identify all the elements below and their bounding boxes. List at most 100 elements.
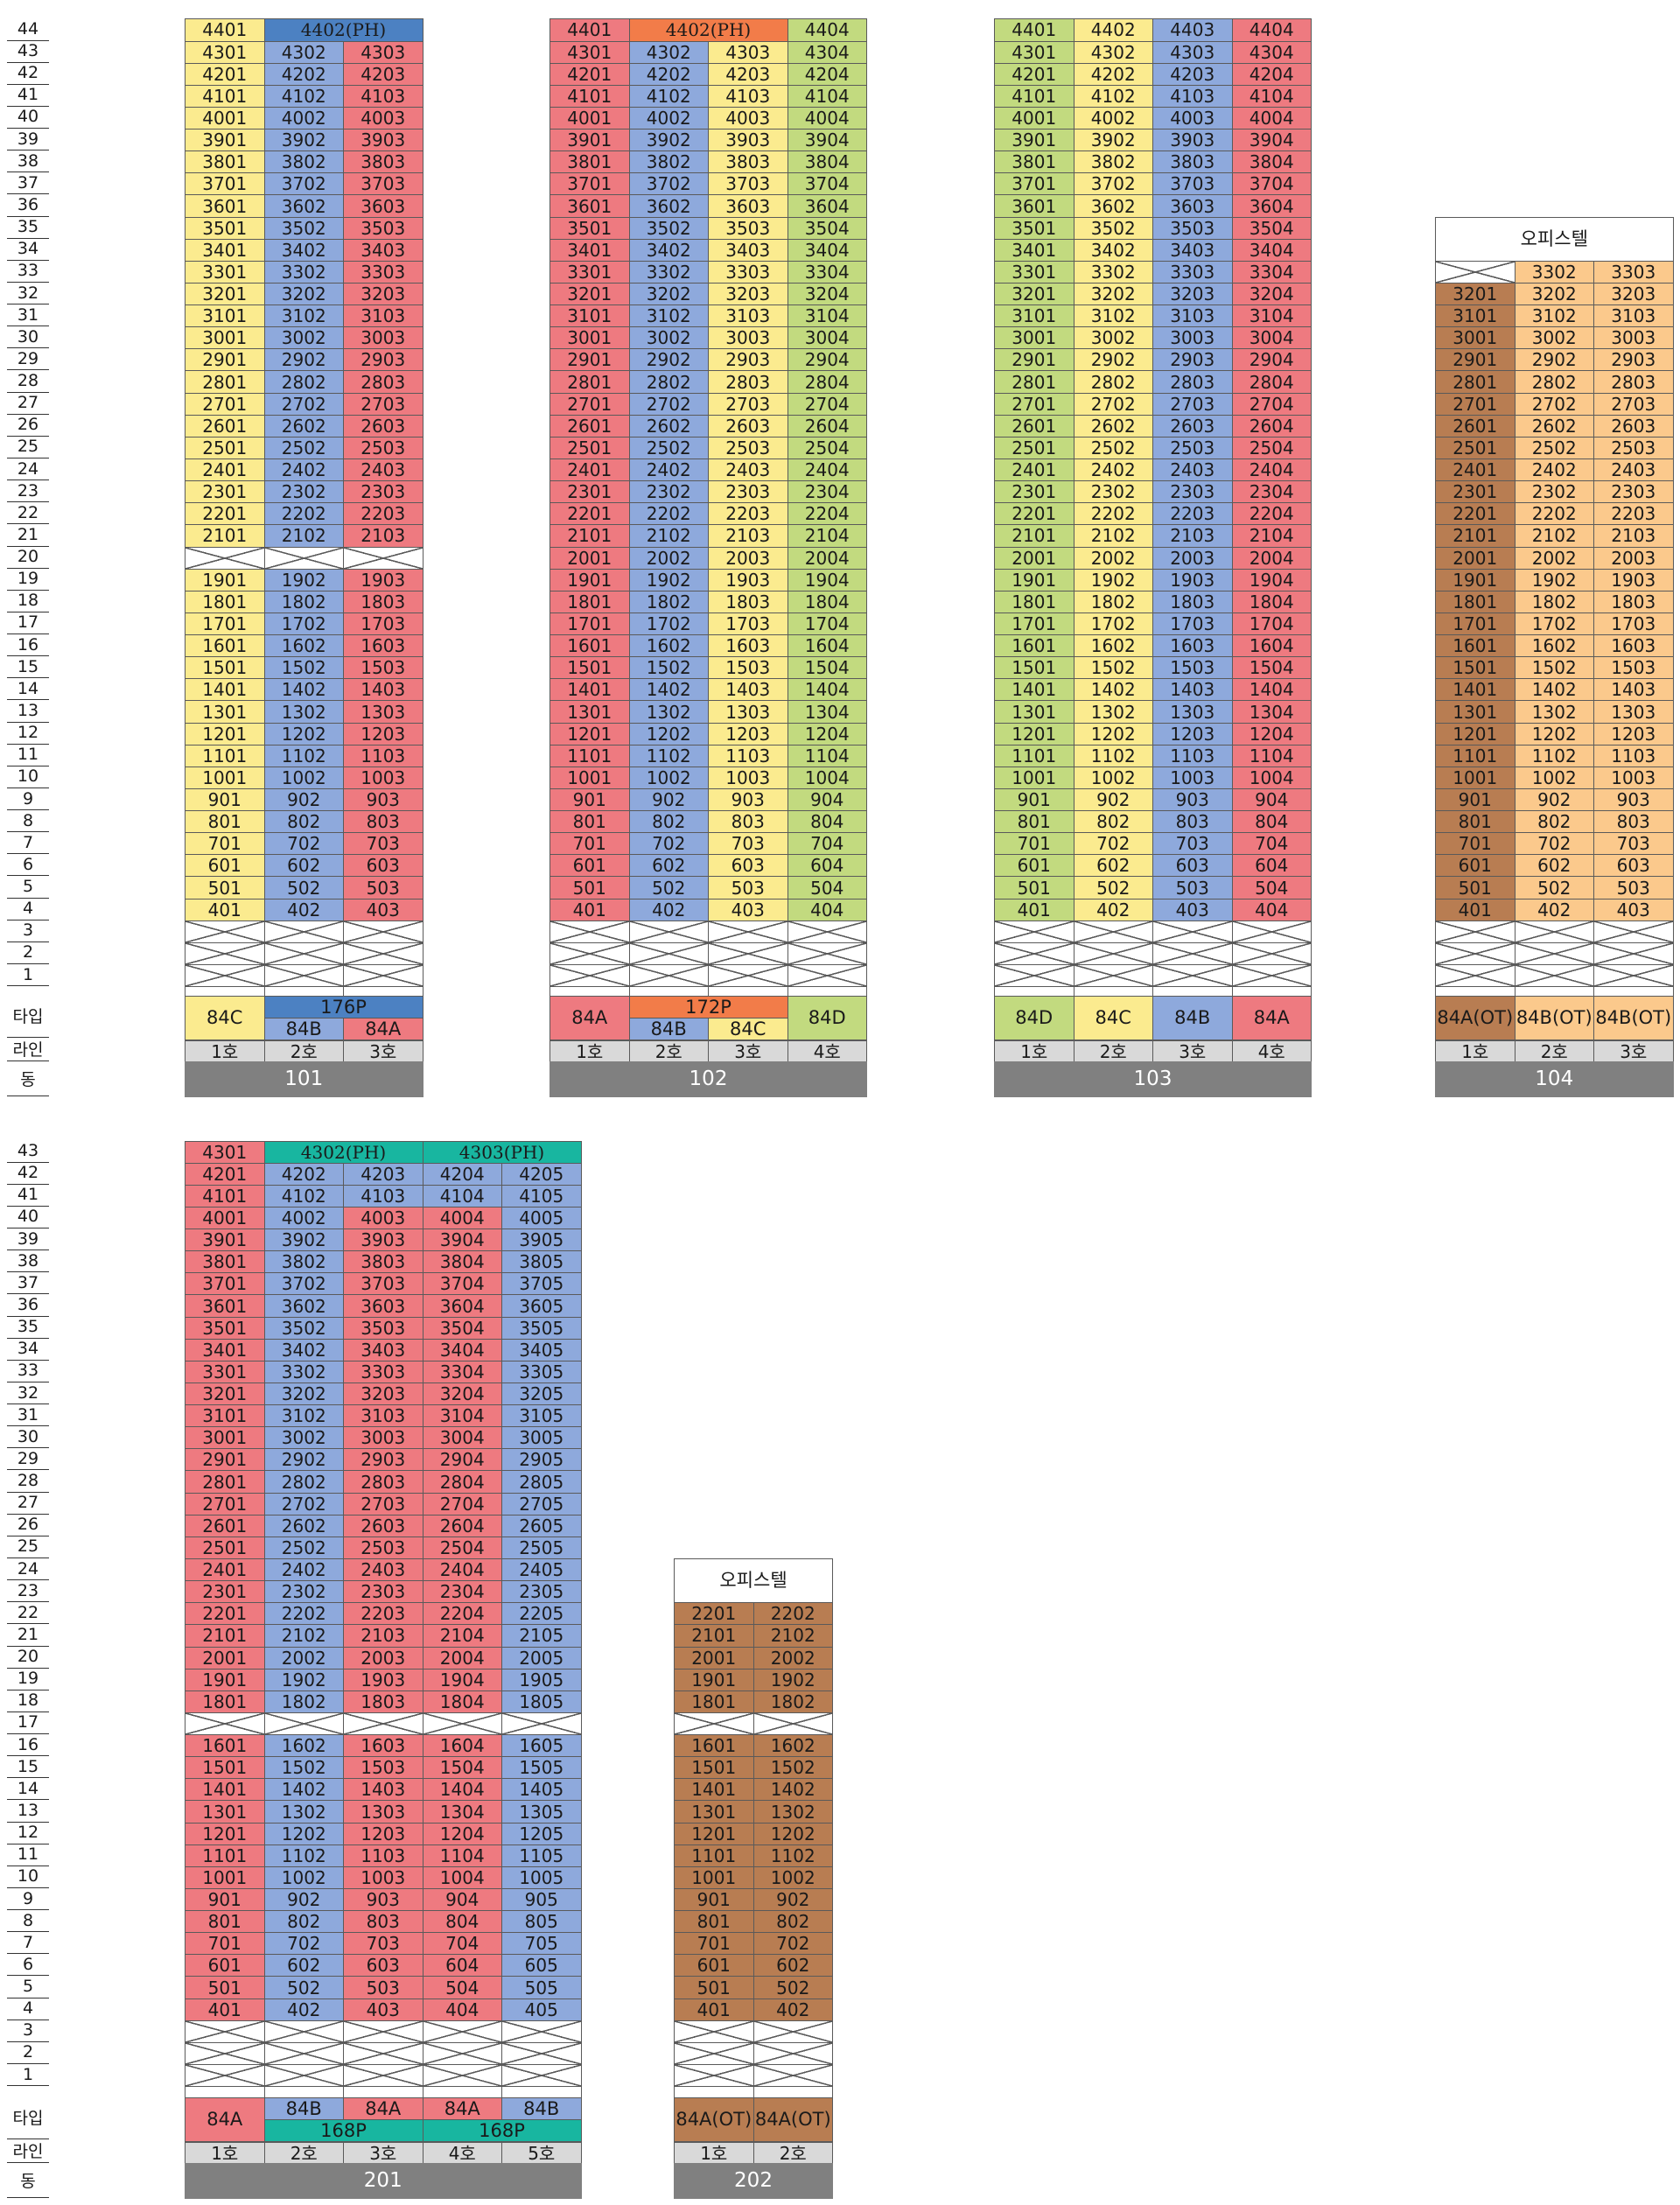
- unit-cell: 3803: [708, 150, 788, 174]
- unit-cell: 1503: [1593, 656, 1674, 680]
- unit-cell: 3601: [185, 1294, 265, 1318]
- unit-cell: 3302: [628, 260, 709, 284]
- unit-cell: 405: [501, 1998, 582, 2021]
- unit-cell: 2102: [263, 524, 344, 548]
- void-cell: [1073, 920, 1153, 943]
- unit-cell: 3503: [1152, 216, 1233, 240]
- floor-label: 21: [7, 1624, 49, 1647]
- void-cell: [674, 2041, 754, 2065]
- line-cell: 4호: [787, 1040, 867, 1062]
- unit-cell: 2601: [994, 414, 1074, 438]
- unit-cell: 3001: [1435, 326, 1516, 350]
- unit-cell: 2704: [1231, 392, 1312, 416]
- unit-cell: 1202: [1514, 722, 1594, 746]
- unit-cell: 504: [422, 1976, 502, 1999]
- unit-cell: 4101: [185, 84, 265, 108]
- floor-label: 10: [7, 1866, 49, 1888]
- unit-cell: 802: [263, 810, 344, 834]
- unit-cell: 4201: [185, 1162, 265, 1186]
- unit-cell: 1002: [752, 1866, 833, 1889]
- unit-cell: 2303: [1152, 480, 1233, 504]
- unit-cell: 4002: [263, 106, 344, 130]
- row-label-type: 타입: [7, 2099, 49, 2139]
- type-group-cell: 168P: [422, 2119, 582, 2142]
- unit-cell: 1003: [343, 766, 424, 789]
- unit-cell: 1002: [263, 1866, 344, 1889]
- unit-cell: 3405: [501, 1338, 582, 1362]
- unit-cell: 2304: [1231, 480, 1312, 504]
- line-cell: 5호: [501, 2142, 582, 2164]
- unit-cell: 903: [343, 1887, 424, 1912]
- unit-cell: 1803: [343, 590, 424, 613]
- unit-cell: 902: [752, 1887, 833, 1912]
- unit-cell: 1401: [185, 1778, 265, 1802]
- unit-cell: 2501: [550, 436, 630, 459]
- unit-cell: 1501: [1435, 656, 1516, 680]
- void-cell: [422, 2064, 502, 2088]
- unit-cell: 3002: [1073, 326, 1153, 350]
- unit-cell: 2002: [628, 546, 709, 570]
- unit-cell: 1602: [1514, 634, 1594, 658]
- unit-cell: 1201: [550, 722, 630, 746]
- row-label-line: 라인: [7, 2142, 49, 2163]
- unit-cell: 2803: [1152, 370, 1233, 394]
- line-cell: 1호: [674, 2142, 754, 2164]
- unit-cell: 3801: [994, 150, 1074, 174]
- unit-cell: 503: [1152, 876, 1233, 900]
- unit-cell: 3204: [422, 1382, 502, 1406]
- unit-cell: 2101: [185, 1624, 265, 1648]
- unit-cell: 1901: [550, 568, 630, 592]
- unit-cell: 2601: [1435, 414, 1516, 438]
- dong-label: 101: [185, 1061, 424, 1097]
- unit-cell: 502: [628, 876, 709, 900]
- floor-label: 3: [7, 2020, 49, 2042]
- penthouse-unit: 4303(PH): [422, 1140, 582, 1164]
- unit-cell: 3604: [1231, 194, 1312, 218]
- unit-cell: 2501: [185, 436, 265, 459]
- unit-cell: 2101: [994, 524, 1074, 548]
- unit-cell: 2805: [501, 1470, 582, 1494]
- floor-label: 43: [7, 41, 49, 63]
- unit-cell: 3702: [628, 172, 709, 196]
- unit-cell: 2502: [263, 1536, 344, 1559]
- floor-label: 31: [7, 304, 49, 327]
- unit-cell: 4003: [1152, 106, 1233, 130]
- unit-cell: 3401: [994, 238, 1074, 262]
- unit-cell: 4202: [1073, 62, 1153, 86]
- unit-cell: 2005: [501, 1646, 582, 1670]
- unit-cell: 3004: [787, 326, 867, 350]
- floor-label: 10: [7, 766, 49, 788]
- unit-cell: 3803: [1152, 150, 1233, 174]
- line-cell: 4호: [422, 2142, 502, 2164]
- unit-cell: 3403: [708, 238, 788, 262]
- void-cell: [343, 964, 424, 988]
- unit-cell: 702: [263, 1932, 344, 1956]
- unit-cell: 1904: [1231, 568, 1312, 592]
- unit-cell: 1302: [752, 1800, 833, 1824]
- unit-cell: 2302: [1514, 480, 1594, 504]
- void-cell: [343, 920, 424, 943]
- unit-cell: 602: [263, 854, 344, 878]
- unit-cell: 2204: [787, 502, 867, 526]
- unit-cell: 1803: [343, 1690, 424, 1713]
- unit-cell: 801: [994, 810, 1074, 834]
- unit-cell: 401: [674, 1998, 754, 2021]
- void-cell: [1231, 964, 1312, 988]
- unit-cell: 2903: [1593, 348, 1674, 372]
- unit-cell: 3504: [422, 1316, 502, 1340]
- unit-cell: 4402: [1073, 18, 1153, 42]
- unit-cell: 504: [787, 876, 867, 900]
- unit-cell: 2901: [185, 1448, 265, 1472]
- unit-cell: 3904: [422, 1228, 502, 1252]
- floor-label: 31: [7, 1404, 49, 1427]
- unit-cell: 2001: [994, 546, 1074, 570]
- unit-cell: 1504: [1231, 656, 1312, 680]
- unit-cell: 2504: [1231, 436, 1312, 459]
- unit-cell: 3203: [343, 1382, 424, 1406]
- unit-cell: 3003: [1593, 326, 1674, 350]
- unit-cell: 2903: [1152, 348, 1233, 372]
- unit-cell: 2702: [263, 1492, 344, 1516]
- blank-cell: [263, 2086, 344, 2098]
- type-cell: 84A: [343, 1018, 424, 1040]
